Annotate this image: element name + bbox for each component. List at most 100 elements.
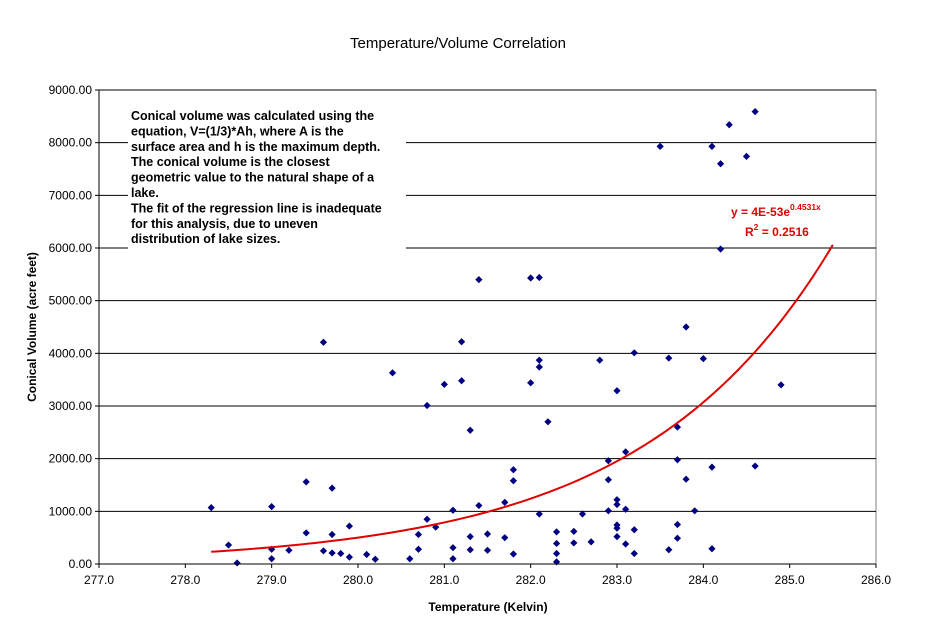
y-tick-label: 6000.00 <box>49 241 93 255</box>
annotation-line: geometric value to the natural shape of … <box>131 171 375 185</box>
data-point <box>423 401 431 410</box>
data-point <box>751 462 759 470</box>
annotation-line: equation, V=(1/3)*Ah, where A is the <box>131 124 344 138</box>
equation-prefix: y = 4E-53e <box>731 205 790 219</box>
chart-title: Temperature/Volume Correlation <box>350 35 566 52</box>
data-point <box>665 354 673 362</box>
data-point <box>363 550 371 559</box>
data-point <box>596 356 604 364</box>
data-point <box>371 555 379 563</box>
y-tick-label: 0.00 <box>69 557 93 571</box>
trendline <box>211 244 834 553</box>
annotation-line: The conical volume is the closest <box>131 155 331 169</box>
data-points <box>207 107 785 567</box>
data-point <box>673 520 682 529</box>
x-tick-label: 282.0 <box>516 573 546 587</box>
data-point <box>466 546 474 554</box>
x-tick-label: 281.0 <box>429 573 459 587</box>
data-point <box>535 363 543 371</box>
data-point <box>708 545 716 553</box>
annotation-background <box>128 104 406 254</box>
data-point <box>345 522 353 530</box>
data-point <box>414 530 423 539</box>
annotation-line: Conical volume was calculated using the <box>131 109 374 123</box>
y-tick-label: 4000.00 <box>49 346 93 360</box>
data-point <box>509 550 517 558</box>
data-point <box>319 547 328 555</box>
data-point <box>613 496 621 504</box>
data-point <box>622 505 630 513</box>
data-point <box>570 539 578 547</box>
annotation-line: The fit of the regression line is inadeq… <box>131 201 382 215</box>
data-point <box>682 323 690 331</box>
annotation-line: for this analysis, due to uneven <box>131 217 318 231</box>
data-point <box>466 533 474 541</box>
annotation-line: surface area and h is the maximum depth. <box>131 140 380 154</box>
data-point <box>630 549 638 558</box>
data-point <box>207 504 215 512</box>
data-point <box>458 338 466 346</box>
data-point <box>268 545 276 553</box>
trendline-r2-text: R2 = 0.2516 <box>745 222 809 239</box>
y-tick-label: 3000.00 <box>49 399 93 413</box>
data-point <box>717 160 725 168</box>
x-tick-label: 277.0 <box>84 573 114 587</box>
annotation-line: lake. <box>131 186 159 200</box>
data-point <box>552 558 561 566</box>
data-point <box>604 476 612 484</box>
data-point <box>483 546 492 554</box>
data-point <box>613 533 621 541</box>
data-point <box>406 555 414 563</box>
data-point <box>302 478 310 486</box>
data-point <box>604 457 612 465</box>
x-axis-title: Temperature (Kelvin) <box>428 600 547 614</box>
data-point <box>682 475 690 483</box>
y-tick-label: 8000.00 <box>49 136 93 150</box>
equation-exponent: 0.4531x <box>790 202 821 212</box>
data-point <box>708 142 716 150</box>
data-point <box>578 510 587 518</box>
data-point <box>552 528 561 536</box>
annotation-line: distribution of lake sizes. <box>131 232 280 246</box>
data-point <box>414 545 423 553</box>
y-axis-ticks: 0.00 1000.00 2000.00 3000.00 4000.00 5000.00 6… <box>49 83 99 571</box>
data-point <box>630 526 638 534</box>
data-point <box>622 540 630 548</box>
data-point <box>475 501 483 510</box>
data-point <box>328 530 336 539</box>
y-tick-label: 5000.00 <box>49 294 93 308</box>
data-point <box>509 477 517 485</box>
data-point <box>535 510 543 518</box>
data-point <box>570 527 578 535</box>
data-point <box>742 152 751 160</box>
data-point <box>337 549 345 558</box>
data-point <box>449 555 457 563</box>
x-tick-label: 279.0 <box>257 573 287 587</box>
data-point <box>613 387 621 395</box>
data-point <box>328 549 336 557</box>
data-point <box>224 541 233 549</box>
data-point <box>345 553 353 561</box>
data-point <box>630 349 638 357</box>
data-point <box>432 523 440 531</box>
data-point <box>319 338 328 346</box>
r2-value: = 0.2516 <box>758 225 809 239</box>
data-point <box>268 502 276 511</box>
data-point <box>233 559 241 567</box>
data-point <box>665 546 673 554</box>
data-point <box>777 381 785 389</box>
data-point <box>751 107 759 116</box>
data-point <box>552 539 561 548</box>
data-point <box>483 530 492 538</box>
data-point <box>552 549 561 558</box>
data-point <box>475 276 483 284</box>
data-point <box>673 534 682 542</box>
data-point <box>501 498 509 506</box>
x-tick-label: 278.0 <box>170 573 200 587</box>
data-point <box>466 426 474 434</box>
data-point <box>613 500 621 509</box>
data-point <box>527 379 535 387</box>
data-point <box>285 546 293 554</box>
data-point <box>440 380 448 389</box>
